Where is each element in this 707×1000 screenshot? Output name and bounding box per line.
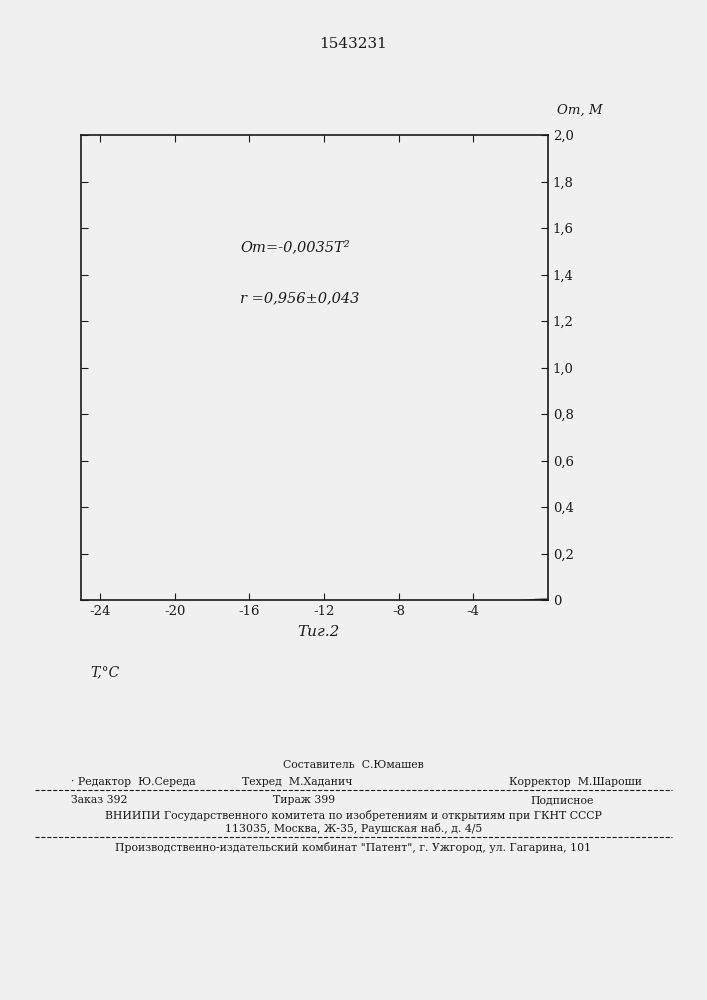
Text: Техред  М.Хаданич: Техред М.Хаданич [242, 777, 352, 787]
Text: Τиг.2: Τиг.2 [297, 625, 339, 639]
Text: 1543231: 1543231 [320, 37, 387, 51]
Text: r =0,956±0,043: r =0,956±0,043 [240, 291, 359, 305]
Text: Om, M: Om, M [557, 103, 603, 116]
Text: Тираж 399: Тираж 399 [273, 795, 335, 805]
Text: Корректор  М.Шароши: Корректор М.Шароши [509, 777, 642, 787]
Text: Заказ 392: Заказ 392 [71, 795, 127, 805]
Text: Производственно-издательский комбинат "Патент", г. Ужгород, ул. Гагарина, 101: Производственно-издательский комбинат "П… [115, 842, 592, 853]
Text: Подписное: Подписное [530, 795, 594, 805]
Text: ВНИИПИ Государственного комитета по изобретениям и открытиям при ГКНТ СССР: ВНИИПИ Государственного комитета по изоб… [105, 810, 602, 821]
Text: Составитель  С.Юмашев: Составитель С.Юмашев [283, 760, 424, 770]
Text: T,°C: T,°C [90, 665, 120, 679]
Text: 113035, Москва, Ж-35, Раушская наб., д. 4/5: 113035, Москва, Ж-35, Раушская наб., д. … [225, 823, 482, 834]
Text: · Редактор  Ю.Середа: · Редактор Ю.Середа [71, 777, 195, 787]
Text: Om=-0,0035T²: Om=-0,0035T² [240, 240, 349, 254]
